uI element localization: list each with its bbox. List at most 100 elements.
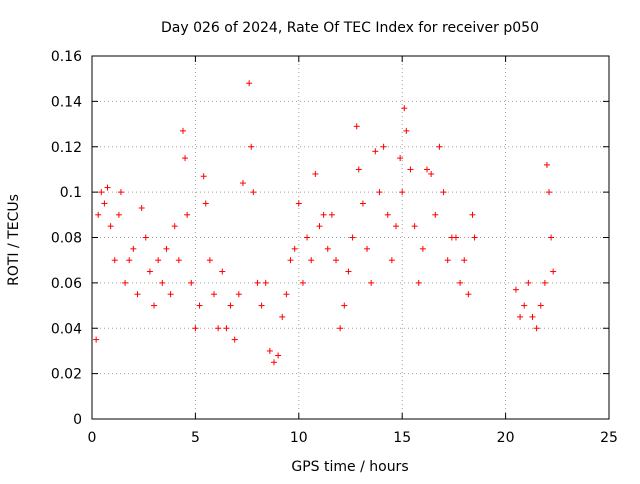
data-point [529, 313, 536, 320]
data-point [401, 105, 408, 112]
data-point [142, 234, 149, 241]
x-tick-label: 10 [290, 430, 308, 446]
data-point [171, 223, 178, 230]
data-point [364, 245, 371, 252]
data-point [202, 200, 209, 207]
x-tick-label: 20 [497, 430, 515, 446]
data-point [328, 211, 335, 218]
data-point [384, 211, 391, 218]
data-point [138, 205, 145, 212]
y-tick-label: 0.04 [51, 321, 82, 337]
data-points [93, 80, 557, 366]
data-point [159, 279, 166, 286]
data-point [211, 291, 218, 298]
y-tick-label: 0.14 [51, 94, 82, 110]
data-point [248, 143, 255, 150]
data-point [324, 245, 331, 252]
data-point [521, 302, 528, 309]
data-point [546, 189, 553, 196]
data-point [163, 245, 170, 252]
data-point [312, 170, 319, 177]
data-point [411, 223, 418, 230]
data-point [517, 313, 524, 320]
data-point [341, 302, 348, 309]
data-point [101, 200, 108, 207]
data-point [283, 291, 290, 298]
data-point [134, 291, 141, 298]
data-point [95, 211, 102, 218]
y-tick-label: 0.06 [51, 276, 82, 292]
data-point [399, 189, 406, 196]
data-point [155, 257, 162, 264]
data-point [295, 200, 302, 207]
data-point [432, 211, 439, 218]
y-tick-label: 0.02 [51, 367, 82, 383]
data-point [345, 268, 352, 275]
data-point [525, 279, 532, 286]
data-point [250, 189, 257, 196]
data-point [167, 291, 174, 298]
data-point [359, 200, 366, 207]
grid-lines [92, 56, 609, 419]
data-point [419, 245, 426, 252]
data-point [304, 234, 311, 241]
y-tick-label: 0 [73, 412, 82, 428]
data-point [175, 257, 182, 264]
data-point [206, 257, 213, 264]
data-point [355, 166, 362, 173]
data-point [279, 313, 286, 320]
y-tick-label: 0.16 [51, 49, 82, 65]
data-point [200, 173, 207, 180]
data-point [287, 257, 294, 264]
data-point [353, 123, 360, 130]
data-point [227, 302, 234, 309]
data-point [388, 257, 395, 264]
data-point [368, 279, 375, 286]
data-point [179, 127, 186, 134]
data-point [465, 291, 472, 298]
data-point [550, 268, 557, 275]
x-tick-label: 5 [191, 430, 200, 446]
data-point [299, 279, 306, 286]
data-point [184, 211, 191, 218]
data-point [308, 257, 315, 264]
data-point [258, 302, 265, 309]
data-point [111, 257, 118, 264]
data-point [452, 234, 459, 241]
data-point [196, 302, 203, 309]
data-point [424, 166, 431, 173]
data-point [266, 347, 273, 354]
x-tick-label: 0 [88, 430, 97, 446]
data-point [291, 245, 298, 252]
data-point [254, 279, 261, 286]
data-point [93, 336, 100, 343]
chart-title: Day 026 of 2024, Rate Of TEC Index for r… [161, 20, 539, 36]
data-point [104, 184, 111, 191]
y-tick-label: 0.08 [51, 231, 82, 247]
data-point [337, 325, 344, 332]
data-point [380, 143, 387, 150]
data-point [192, 325, 199, 332]
data-point [215, 325, 222, 332]
data-point [537, 302, 544, 309]
data-point [444, 257, 451, 264]
data-point [316, 223, 323, 230]
data-point [372, 148, 379, 155]
data-point [469, 211, 476, 218]
data-point [440, 189, 447, 196]
data-point [541, 279, 548, 286]
data-point [122, 279, 129, 286]
data-point [320, 211, 327, 218]
data-point [107, 223, 114, 230]
data-point [270, 359, 277, 366]
data-point [471, 234, 478, 241]
x-axis-label: GPS time / hours [291, 459, 408, 475]
y-tick-label: 0.12 [51, 140, 82, 156]
axis-ticks: 0 5 10 15 20 25 0 0.02 0.04 0.06 0.08 0.1 0.12 0.14 0.… [51, 49, 618, 446]
data-point [182, 155, 189, 162]
data-point [117, 189, 124, 196]
data-point [457, 279, 464, 286]
data-point [403, 127, 410, 134]
